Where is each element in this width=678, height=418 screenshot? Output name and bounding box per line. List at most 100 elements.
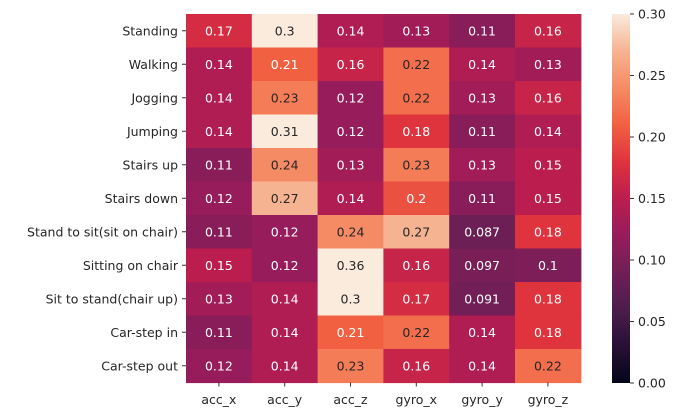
cell-value-label: 0.11	[205, 224, 233, 239]
heatmap-cell	[515, 349, 582, 384]
heatmap-cell	[515, 282, 582, 317]
heatmap-cell	[186, 349, 253, 384]
cell-value-label: 0.3	[341, 291, 361, 306]
cell-value-label: 0.23	[402, 157, 430, 172]
cell-value-label: 0.16	[534, 23, 562, 38]
cell-value-label: 0.14	[337, 191, 365, 206]
cell-value-labels: 0.17 0.3 0.14 0.13 0.11 0.16 0.14 0.21 0.16 0.22 0…	[205, 23, 562, 373]
y-axis-tick-labels: Standing Walking Jogging Jumping Stairs up St…	[27, 23, 186, 373]
cell-value-label: 0.27	[271, 191, 299, 206]
colorbar-tick-label: 0.30	[638, 7, 666, 22]
heatmap-cell	[186, 248, 253, 283]
cell-value-label: 0.22	[402, 90, 430, 105]
cell-value-label: 0.14	[271, 358, 299, 373]
heatmap-cell	[449, 215, 516, 250]
heatmap-cell	[186, 81, 253, 116]
heatmap-cell	[251, 81, 319, 116]
heatmap-cell	[383, 282, 450, 317]
heatmap-cell	[449, 282, 516, 317]
cell-value-label: 0.14	[271, 291, 299, 306]
cell-value-label: 0.11	[468, 23, 496, 38]
heatmap-cell	[515, 148, 582, 183]
cell-value-label: 0.16	[337, 57, 365, 72]
cell-value-label: 0.24	[271, 157, 299, 172]
cell-value-label: 0.21	[337, 325, 365, 340]
y-tick-label: Stand to sit(sit on chair)	[27, 224, 178, 239]
cell-value-label: 0.14	[271, 325, 299, 340]
heatmap-cell	[317, 114, 384, 149]
colorbar-tick-label: 0.25	[638, 68, 666, 83]
x-tick-label: gyro_y	[461, 392, 503, 407]
heatmap-cell	[449, 315, 516, 350]
heatmap-cell	[383, 81, 450, 116]
heatmap-cell	[317, 315, 384, 350]
heatmap-cell	[251, 282, 319, 317]
cell-value-label: 0.14	[205, 124, 233, 139]
heatmap-cell	[317, 148, 384, 183]
y-tick-label: Walking	[129, 57, 178, 72]
x-tick-label: gyro_z	[528, 392, 569, 407]
heatmap-cell	[515, 215, 582, 250]
x-tick-label: acc_y	[267, 392, 303, 407]
heatmap-cells	[186, 14, 582, 384]
heatmap-cell	[186, 181, 253, 216]
heatmap-cell	[317, 81, 384, 116]
cell-value-label: 0.24	[337, 224, 365, 239]
cell-value-label: 0.23	[271, 90, 299, 105]
heatmap-cell	[383, 349, 450, 384]
heatmap-cell	[383, 114, 450, 149]
heatmap-cell	[317, 47, 384, 82]
heatmap-cell	[515, 47, 582, 82]
colorbar-tick-label: 0.15	[638, 191, 666, 206]
x-tick-label: acc_z	[333, 392, 368, 407]
heatmap-cell	[317, 349, 384, 384]
cell-value-label: 0.16	[402, 358, 430, 373]
heatmap-cell	[383, 14, 450, 49]
cell-value-label: 0.14	[534, 124, 562, 139]
cell-value-label: 0.12	[337, 90, 365, 105]
heatmap-cell	[449, 114, 516, 149]
cell-value-label: 0.15	[534, 157, 562, 172]
y-tick-label: Standing	[122, 23, 178, 38]
heatmap-cell	[251, 47, 319, 82]
y-tick-label: Stairs up	[123, 157, 179, 172]
cell-value-label: 0.16	[402, 258, 430, 273]
heatmap-cell	[515, 81, 582, 116]
cell-value-label: 0.21	[271, 57, 299, 72]
colorbar-gradient	[612, 14, 630, 383]
heatmap-cell	[515, 181, 582, 216]
cell-value-label: 0.091	[464, 291, 500, 306]
cell-value-label: 0.15	[205, 258, 233, 273]
heatmap-cell	[383, 248, 450, 283]
cell-value-label: 0.17	[205, 23, 233, 38]
heatmap-cell	[186, 114, 253, 149]
cell-value-label: 0.14	[468, 57, 496, 72]
cell-value-label: 0.12	[271, 258, 299, 273]
cell-value-label: 0.13	[468, 90, 496, 105]
cell-value-label: 0.11	[205, 325, 233, 340]
heatmap-cell	[251, 181, 319, 216]
cell-value-label: 0.13	[337, 157, 365, 172]
cell-value-label: 0.087	[464, 224, 500, 239]
heatmap-cell	[251, 14, 319, 49]
heatmap-cell	[383, 148, 450, 183]
heatmap-cell	[449, 14, 516, 49]
cell-value-label: 0.12	[205, 191, 233, 206]
heatmap-cell	[186, 14, 253, 49]
cell-value-label: 0.14	[337, 23, 365, 38]
cell-value-label: 0.13	[534, 57, 562, 72]
heatmap-cell	[317, 248, 384, 283]
heatmap-cell	[383, 215, 450, 250]
heatmap-cell	[317, 215, 384, 250]
heatmap-cell	[186, 215, 253, 250]
heatmap-cell	[449, 148, 516, 183]
cell-value-label: 0.31	[271, 124, 299, 139]
cell-value-label: 0.18	[534, 325, 562, 340]
cell-value-label: 0.13	[468, 157, 496, 172]
colorbar: 0.00 0.05 0.10 0.15 0.20 0.25 0.30	[612, 7, 666, 391]
y-tick-label: Stairs down	[105, 191, 178, 206]
heatmap-cell	[186, 148, 253, 183]
y-tick-label: Jogging	[130, 90, 178, 105]
cell-value-label: 0.18	[534, 291, 562, 306]
heatmap-cell	[449, 47, 516, 82]
